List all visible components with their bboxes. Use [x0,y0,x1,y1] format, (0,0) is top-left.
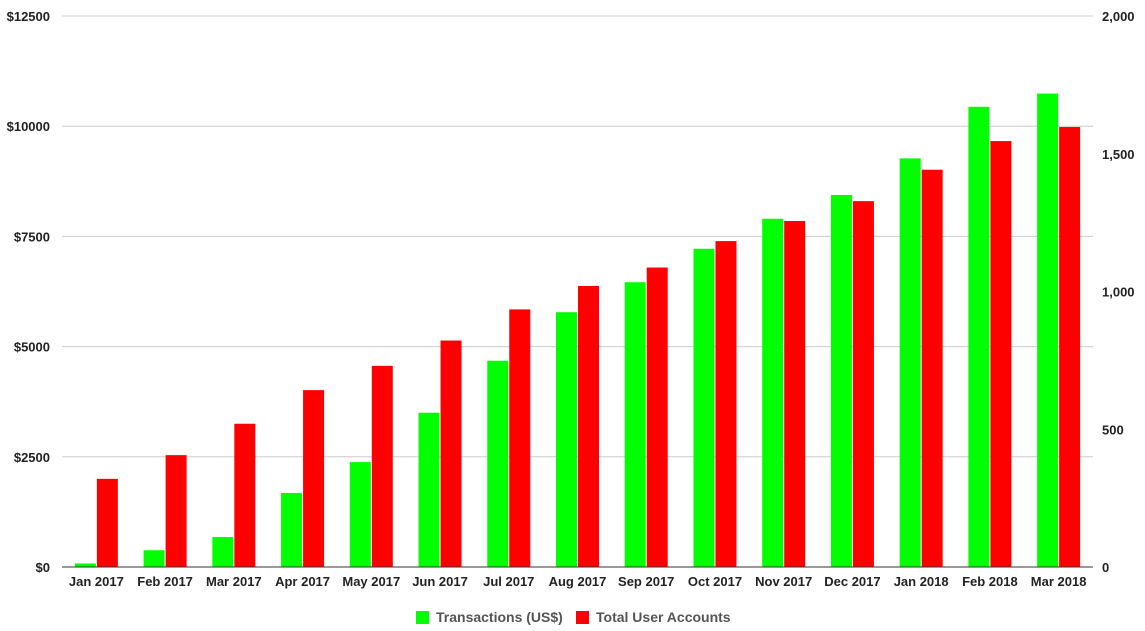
x-tick-label: Sep 2017 [618,574,674,589]
left-tick-label: $0 [36,560,50,575]
legend-label: Total User Accounts [596,609,731,625]
bar-user-accounts [509,309,531,567]
right-tick-label: 500 [1102,422,1124,437]
left-tick-label: $5000 [14,340,50,355]
bar-user-accounts [303,390,325,567]
left-tick-label: $10000 [7,119,50,134]
right-tick-label: 1,000 [1102,285,1135,300]
x-tick-label: Jun 2017 [412,574,468,589]
gridlines [62,15,1093,458]
left-tick-label: $2500 [14,450,50,465]
right-axis-ticks: 0 500 1,000 1,500 2,000 [1102,9,1135,575]
legend-swatch [416,611,429,624]
x-tick-label: Nov 2017 [755,574,812,589]
bar-transactions [281,492,303,567]
left-tick-label: $7500 [14,229,50,244]
x-tick-label: Feb 2018 [962,574,1018,589]
bar-transactions [830,194,852,568]
bar-user-accounts [852,201,874,568]
bar-transactions [349,462,371,567]
x-tick-label: May 2017 [342,574,400,589]
x-tick-label: Jan 2017 [69,574,124,589]
x-tick-label: Feb 2017 [137,574,193,589]
bar-transactions [212,537,234,567]
x-tick-label: Apr 2017 [275,574,330,589]
bar-user-accounts [234,423,256,567]
bar-transactions [968,106,990,567]
bar-user-accounts [371,365,393,567]
x-tick-label: Oct 2017 [688,574,742,589]
bar-transactions [418,412,440,567]
bar-transactions [487,360,509,567]
bar-transactions [1037,93,1059,567]
bar-user-accounts [96,478,118,567]
legend-swatch [576,611,589,624]
bar-user-accounts [578,285,599,567]
bar-user-accounts [990,141,1012,567]
left-tick-label: $12500 [7,9,50,24]
bar-transactions [143,550,165,567]
right-tick-label: 2,000 [1102,9,1135,24]
x-tick-label: Jul 2017 [483,574,534,589]
bar-user-accounts [784,220,806,568]
bar-user-accounts [715,241,737,567]
bar-user-accounts [1059,127,1081,568]
right-tick-label: 0 [1102,560,1109,575]
bar-transactions [762,218,784,567]
x-axis-ticks: Jan 2017 Feb 2017 Mar 2017 Apr 2017 May 2017… [69,574,1087,589]
bars [74,93,1081,568]
bar-transactions [624,282,646,567]
x-tick-label: Mar 2018 [1031,574,1087,589]
left-axis-ticks: $0 $2500 $5000 $7500 $10000 $12500 [7,9,50,575]
bar-user-accounts [921,169,943,567]
bar-user-accounts [165,455,187,567]
right-tick-label: 1,500 [1102,147,1135,162]
bar-transactions [693,248,715,567]
x-tick-label: Dec 2017 [824,574,880,589]
x-tick-label: Aug 2017 [549,574,607,589]
x-tick-label: Mar 2017 [206,574,262,589]
bar-user-accounts [646,267,668,567]
bar-transactions [74,563,96,567]
bar-user-accounts [440,340,462,567]
legend-label: Transactions (US$) [436,609,563,625]
x-tick-label: Jan 2018 [894,574,949,589]
bar-transactions [556,312,577,567]
legend: Transactions (US$) Total User Accounts [416,609,731,625]
bar-transactions [899,158,921,567]
